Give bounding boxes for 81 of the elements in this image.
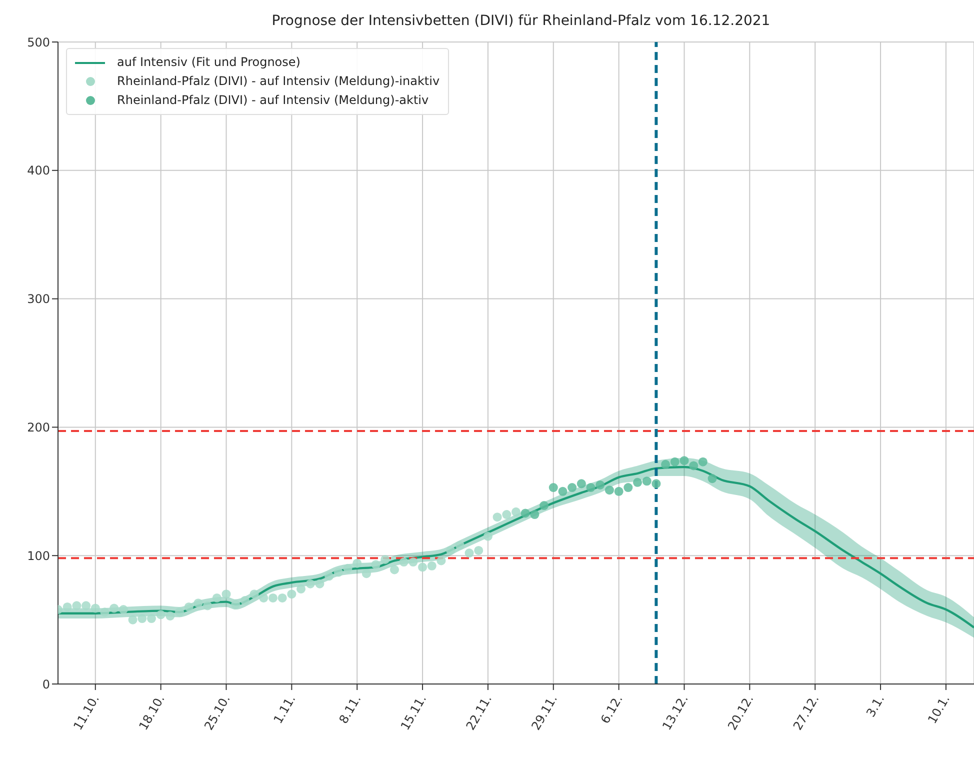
point bbox=[203, 601, 212, 610]
point bbox=[455, 540, 464, 550]
x-tick-label: 3.1. bbox=[864, 692, 888, 720]
point bbox=[427, 561, 436, 570]
point bbox=[418, 562, 428, 572]
point bbox=[268, 593, 278, 602]
point bbox=[632, 478, 642, 487]
point bbox=[62, 602, 72, 612]
point bbox=[278, 593, 287, 602]
point bbox=[334, 568, 343, 577]
point bbox=[118, 605, 128, 614]
point bbox=[624, 483, 633, 492]
point bbox=[146, 614, 156, 624]
point bbox=[166, 611, 175, 620]
point bbox=[352, 558, 362, 568]
point bbox=[483, 532, 492, 541]
point bbox=[670, 457, 680, 466]
point bbox=[614, 486, 624, 496]
point bbox=[408, 558, 418, 567]
y-tick-label: 400 bbox=[27, 164, 50, 178]
point bbox=[343, 564, 352, 573]
point bbox=[362, 569, 371, 578]
point bbox=[296, 584, 306, 594]
point bbox=[128, 615, 138, 624]
point bbox=[548, 483, 558, 492]
point bbox=[240, 596, 250, 606]
point bbox=[698, 457, 708, 466]
point bbox=[287, 590, 296, 599]
point bbox=[100, 608, 110, 617]
point bbox=[174, 608, 184, 617]
point bbox=[138, 614, 147, 624]
y-tick-label: 300 bbox=[27, 292, 50, 306]
chart-title: Prognose der Intensivbetten (DIVI) für Rheinland-Pfalz vom 16.12.2021 bbox=[270, 12, 772, 31]
point bbox=[520, 508, 530, 518]
point bbox=[90, 604, 100, 613]
point bbox=[371, 560, 380, 570]
point bbox=[194, 598, 203, 608]
y-tick-label: 100 bbox=[27, 548, 50, 563]
point bbox=[464, 548, 474, 558]
point bbox=[502, 510, 512, 520]
y-tick-label: 500 bbox=[27, 35, 50, 50]
legend-label: Rheinland-Pfalz (DIVI) - auf Intensiv (Meldung)-inaktiv bbox=[117, 73, 440, 90]
point bbox=[708, 474, 717, 484]
point bbox=[399, 558, 408, 567]
point bbox=[568, 483, 577, 492]
point bbox=[250, 590, 259, 599]
point bbox=[652, 479, 661, 488]
point bbox=[558, 486, 568, 496]
point bbox=[72, 601, 82, 610]
legend-label: Rheinland-Pfalz (DIVI) - auf Intensiv (Meldung)-aktiv bbox=[117, 92, 429, 109]
point bbox=[212, 593, 222, 602]
point bbox=[661, 460, 670, 469]
point bbox=[576, 479, 586, 488]
point bbox=[530, 510, 540, 520]
point bbox=[446, 546, 456, 555]
point bbox=[511, 507, 521, 516]
point bbox=[540, 501, 549, 510]
point bbox=[156, 610, 166, 620]
point bbox=[82, 601, 91, 610]
point bbox=[231, 600, 240, 609]
point bbox=[436, 556, 446, 566]
point bbox=[586, 483, 596, 492]
point bbox=[689, 461, 698, 470]
point bbox=[680, 456, 689, 466]
point bbox=[642, 476, 652, 486]
point bbox=[306, 579, 315, 588]
point bbox=[324, 572, 334, 581]
y-tick-label: 200 bbox=[27, 420, 50, 434]
point bbox=[259, 593, 268, 602]
point bbox=[184, 602, 194, 612]
point bbox=[380, 554, 390, 564]
point bbox=[604, 486, 614, 495]
point bbox=[596, 480, 605, 490]
y-tick-label: 0 bbox=[42, 677, 50, 692]
point bbox=[474, 546, 484, 555]
point bbox=[110, 604, 119, 613]
legend-label: auf Intensiv (Fit und Prognose) bbox=[117, 54, 300, 71]
point bbox=[315, 579, 324, 588]
point bbox=[390, 565, 400, 574]
point bbox=[222, 590, 231, 599]
point bbox=[492, 512, 502, 522]
